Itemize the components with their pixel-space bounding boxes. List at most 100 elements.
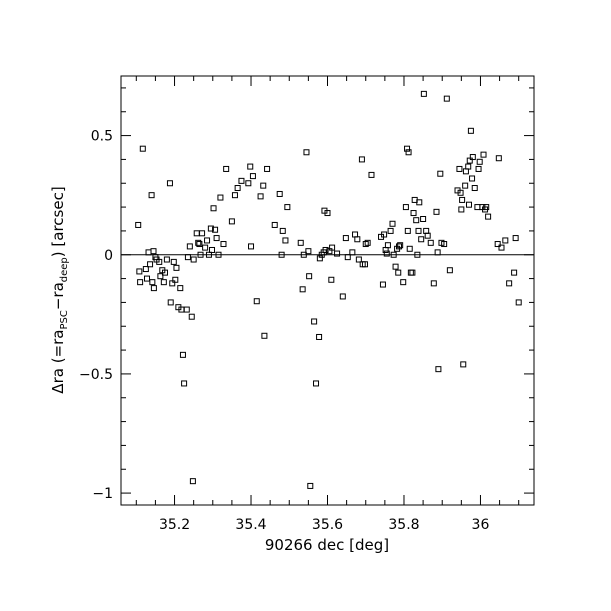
data-point	[415, 227, 422, 234]
data-point	[184, 254, 191, 261]
data-point	[480, 151, 487, 158]
data-point	[260, 182, 267, 189]
data-point	[212, 226, 219, 233]
data-point	[387, 227, 394, 234]
data-point	[205, 251, 212, 258]
y-label-sub-psc: PSC	[59, 310, 70, 329]
data-point	[193, 230, 200, 237]
data-point	[215, 251, 222, 258]
data-point	[307, 482, 314, 489]
data-point	[402, 204, 409, 211]
data-point	[220, 241, 227, 248]
data-point	[511, 269, 518, 276]
data-point	[306, 273, 313, 280]
data-point	[410, 210, 417, 217]
data-point	[303, 149, 310, 156]
y-tick-label: 0	[104, 248, 113, 264]
data-point	[167, 299, 174, 306]
data-point	[462, 168, 469, 175]
data-point	[228, 218, 235, 225]
data-point	[379, 281, 386, 288]
data-point	[471, 185, 478, 192]
data-point	[458, 206, 465, 213]
data-point	[390, 251, 397, 258]
data-point	[300, 251, 307, 258]
data-point	[409, 269, 416, 276]
data-point	[462, 182, 469, 189]
data-point	[199, 230, 206, 237]
data-point	[430, 280, 437, 287]
data-point	[297, 239, 304, 246]
data-point	[163, 256, 170, 263]
data-point	[284, 204, 291, 211]
data-point	[139, 145, 146, 152]
data-point	[137, 279, 144, 286]
data-point	[149, 279, 156, 286]
data-point	[183, 306, 190, 313]
data-point	[197, 251, 204, 258]
data-point	[392, 263, 399, 270]
data-point	[172, 276, 179, 283]
data-point	[181, 380, 188, 387]
data-point	[213, 235, 220, 242]
x-tick-label: 35.8	[388, 517, 419, 533]
data-point	[257, 193, 264, 200]
data-point	[204, 237, 211, 244]
data-point	[166, 180, 173, 187]
data-point	[190, 256, 197, 263]
data-point	[498, 244, 505, 251]
data-point	[148, 192, 155, 199]
data-point	[495, 155, 502, 162]
data-point	[145, 249, 152, 256]
data-point	[245, 180, 252, 187]
data-point	[427, 239, 434, 246]
data-point	[354, 236, 361, 243]
axis-ticks	[121, 76, 534, 505]
data-point	[467, 127, 474, 134]
data-point	[156, 258, 163, 265]
data-point	[202, 244, 209, 251]
data-point	[279, 227, 286, 234]
data-point	[342, 235, 349, 242]
data-point	[169, 280, 176, 287]
y-label-prefix: Δra (=ra	[49, 330, 67, 394]
x-axis-label: 90266 dec [deg]	[265, 536, 389, 554]
data-point	[210, 205, 217, 212]
data-point	[160, 279, 167, 286]
data-point	[305, 248, 312, 255]
data-point	[316, 333, 323, 340]
data-point	[485, 213, 492, 220]
data-point	[502, 237, 509, 244]
data-point	[316, 255, 323, 262]
data-point	[173, 264, 180, 271]
data-point	[446, 267, 453, 274]
data-point	[476, 158, 483, 165]
y-label-suffix: ) [arcsec]	[49, 186, 67, 257]
data-point	[358, 156, 365, 163]
data-point	[142, 266, 149, 273]
data-point	[423, 227, 430, 234]
data-point	[465, 201, 472, 208]
data-point	[247, 163, 254, 170]
data-point	[352, 231, 359, 238]
data-point	[407, 269, 414, 276]
data-point	[209, 246, 216, 253]
data-point	[334, 250, 341, 257]
data-point	[276, 190, 283, 197]
data-point	[433, 208, 440, 215]
data-point	[355, 256, 362, 263]
data-point	[465, 163, 472, 170]
data-point	[443, 95, 450, 102]
data-point	[434, 249, 441, 256]
data-point	[364, 239, 371, 246]
data-point	[329, 244, 336, 251]
data-point	[416, 199, 423, 206]
data-point	[435, 366, 442, 373]
data-point	[437, 170, 444, 177]
y-tick-label: 0.5	[91, 129, 113, 145]
data-point	[406, 245, 413, 252]
data-point	[188, 313, 195, 320]
data-point	[161, 269, 168, 276]
data-point	[349, 249, 356, 256]
data-point	[339, 293, 346, 300]
